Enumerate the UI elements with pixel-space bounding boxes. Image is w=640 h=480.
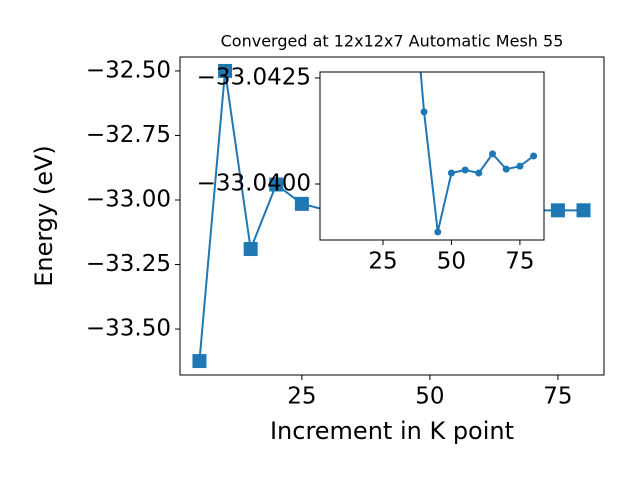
marker <box>294 196 309 211</box>
marker <box>576 203 591 218</box>
marker <box>502 165 510 173</box>
y-tick-label: −33.50 <box>86 316 171 342</box>
plot-area <box>320 72 544 240</box>
axes-frame <box>179 56 605 376</box>
y-tick-label: −32.50 <box>86 57 171 83</box>
marker <box>218 63 233 78</box>
x-axis-label: Increment in K point <box>270 417 514 445</box>
axes-frame <box>319 71 545 241</box>
marker <box>420 108 428 116</box>
chart-title: Converged at 12x12x7 Automatic Mesh 55 <box>221 32 564 51</box>
marker <box>192 354 207 369</box>
marker <box>434 228 442 236</box>
marker <box>550 203 565 218</box>
y-tick-label: −33.0425 <box>197 64 311 90</box>
y-tick-label: −33.25 <box>86 251 171 277</box>
y-axis-label: Energy (eV) <box>30 145 58 287</box>
marker <box>269 177 284 192</box>
marker <box>475 169 483 177</box>
x-tick-label: 75 <box>543 384 572 410</box>
x-tick-label: 25 <box>368 249 397 275</box>
x-tick-label: 25 <box>287 384 316 410</box>
x-tick-label: 75 <box>505 249 534 275</box>
line <box>419 72 535 233</box>
x-tick-label: 50 <box>415 384 444 410</box>
marker <box>489 150 497 158</box>
marker <box>243 242 258 257</box>
marker <box>516 162 524 170</box>
y-tick-label: −32.75 <box>86 122 171 148</box>
x-tick-label: 50 <box>437 249 466 275</box>
y-tick-label: −33.00 <box>86 186 171 212</box>
series <box>419 72 538 236</box>
marker <box>530 152 538 160</box>
marker <box>447 169 455 177</box>
marker <box>461 166 469 174</box>
y-tick-label: −33.0400 <box>197 171 311 197</box>
